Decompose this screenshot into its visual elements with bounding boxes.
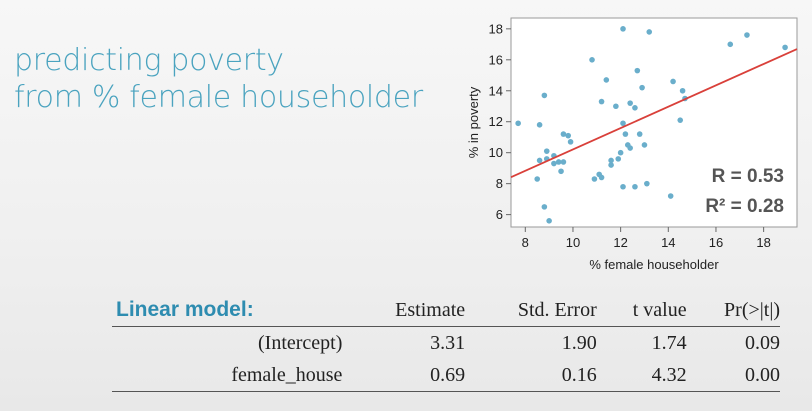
- data-point: [598, 174, 605, 181]
- data-point: [591, 176, 598, 182]
- data-point: [536, 157, 543, 164]
- cell-p-value: 0.00: [745, 363, 780, 386]
- data-point: [598, 98, 605, 105]
- x-tick-label: 12: [613, 235, 627, 250]
- data-point: [560, 159, 567, 165]
- title-line-1: predicting poverty: [14, 43, 284, 78]
- data-point: [636, 131, 643, 137]
- row-name: (Intercept): [258, 331, 343, 354]
- data-point: [541, 204, 548, 210]
- y-tick-label: 8: [496, 176, 503, 191]
- row-name: female_house: [231, 363, 343, 386]
- cell-estimate: 0.69: [430, 363, 466, 386]
- x-tick-label: 18: [756, 235, 770, 250]
- data-point: [620, 26, 626, 32]
- x-tick-label: 8: [522, 235, 529, 250]
- data-point: [744, 32, 750, 38]
- slide-title: predicting poverty from % female househo…: [14, 42, 423, 116]
- data-point: [646, 29, 653, 35]
- data-point: [617, 149, 624, 156]
- data-point: [534, 176, 541, 182]
- x-axis-label: % female householder: [589, 257, 719, 272]
- data-point: [620, 120, 626, 127]
- plot-frame: [510, 17, 798, 228]
- data-point: [622, 131, 629, 137]
- data-point: [613, 103, 619, 110]
- data-point: [541, 92, 548, 99]
- data-point: [555, 159, 562, 165]
- y-axis-label: % in poverty: [466, 86, 481, 158]
- data-point: [589, 57, 595, 63]
- cell-std-error: 0.16: [561, 363, 597, 386]
- data-point: [567, 139, 574, 145]
- data-point: [677, 117, 684, 123]
- data-point: [627, 100, 633, 106]
- y-tick-label: 12: [489, 114, 503, 129]
- data-point: [727, 41, 734, 48]
- x-tick-label: 10: [566, 235, 580, 250]
- cell-t-value: 1.74: [651, 331, 687, 354]
- y-tick-label: 10: [489, 145, 503, 160]
- y-tick-label: 14: [489, 83, 503, 98]
- cell-t-value: 4.32: [651, 363, 687, 386]
- col-std-error: Std. Error: [517, 298, 597, 321]
- data-point: [536, 122, 543, 128]
- col-estimate: Estimate: [395, 298, 466, 321]
- y-tick-label: 18: [489, 21, 503, 36]
- data-point: [782, 44, 788, 51]
- data-point: [632, 183, 638, 190]
- table-row: (Intercept) 3.31 1.90 1.74 0.09: [112, 327, 780, 360]
- data-point: [515, 120, 521, 127]
- x-tick-label: 14: [661, 235, 675, 250]
- data-point: [565, 132, 571, 139]
- data-point: [543, 148, 550, 154]
- r-annotation: R = 0.53: [712, 166, 784, 187]
- data-point: [679, 87, 686, 94]
- data-point: [641, 142, 648, 148]
- data-point: [608, 162, 614, 168]
- data-point: [639, 84, 645, 91]
- table-row: female_house 0.69 0.16 4.32 0.00: [112, 359, 780, 392]
- data-point: [632, 104, 638, 111]
- x-tick-label: 16: [709, 235, 723, 250]
- cell-estimate: 3.31: [430, 331, 466, 354]
- cell-p-value: 0.09: [745, 331, 780, 354]
- plot-layer: 8 10 12 14 16 18 6 8 10 12 14 16 18 % female househol…: [466, 17, 798, 272]
- data-point: [634, 67, 641, 74]
- data-point: [560, 131, 567, 137]
- data-point: [546, 218, 552, 224]
- linear-model-table: Linear model: Estimate Std. Error t valu…: [112, 294, 780, 392]
- r-squared-annotation: R² = 0.28: [705, 196, 784, 217]
- scatter-chart: 8 10 12 14 16 18 6 8 10 12 14 16 18 % female househol…: [466, 17, 798, 272]
- data-point: [551, 160, 557, 167]
- col-p-value: Pr(>|t|): [724, 298, 780, 321]
- data-point: [558, 168, 564, 175]
- regression-line: [510, 48, 798, 179]
- data-point: [603, 77, 610, 83]
- y-tick-label: 16: [489, 52, 503, 67]
- data-point: [644, 180, 650, 187]
- data-point: [670, 78, 676, 85]
- cell-std-error: 1.90: [561, 331, 597, 354]
- data-point: [667, 193, 674, 199]
- linear-model-label: Linear model:: [116, 298, 254, 321]
- table-header-row: Linear model: Estimate Std. Error t valu…: [112, 294, 780, 327]
- data-point: [620, 183, 626, 190]
- title-line-2: from % female householder: [14, 80, 423, 115]
- data-point: [615, 156, 622, 162]
- col-t-value: t value: [632, 298, 687, 321]
- data-point: [627, 145, 633, 151]
- y-tick-label: 6: [496, 207, 503, 222]
- data-point: [608, 157, 614, 164]
